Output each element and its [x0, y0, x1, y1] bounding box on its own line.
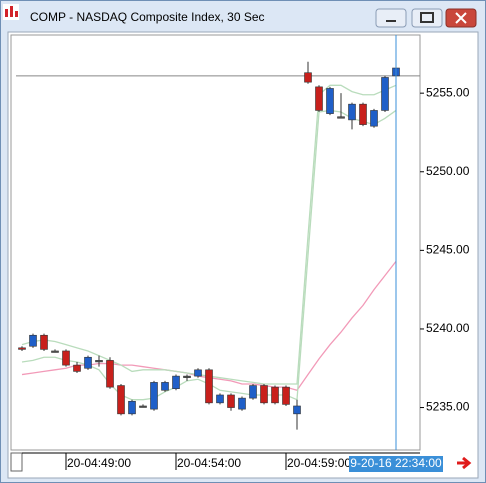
maximize-icon: [420, 12, 434, 23]
candle-body: [326, 88, 334, 114]
candle-body: [62, 350, 70, 366]
scroll-box[interactable]: [10, 452, 23, 472]
candle-body: [304, 72, 312, 83]
candle-body: [40, 334, 48, 350]
candle-body: [260, 385, 268, 404]
candle-body: [183, 375, 191, 378]
y-tick-label: 5245.00: [426, 243, 470, 257]
candle-body: [381, 77, 389, 111]
x-tick-label: 20-04:49:00: [67, 456, 131, 470]
candle-body: [73, 364, 81, 372]
candle-body: [282, 386, 290, 405]
scroll-right-arrow[interactable]: [457, 456, 472, 470]
minimize-button[interactable]: [375, 8, 407, 28]
candle-body: [84, 356, 92, 369]
app-icon-bar: [15, 11, 18, 17]
candle-body: [18, 347, 26, 350]
candle-body: [172, 375, 180, 389]
y-tick-label: 5250.00: [426, 164, 470, 178]
candle-body: [271, 386, 279, 404]
candle-body: [106, 360, 114, 388]
maximize-button[interactable]: [411, 8, 443, 28]
cursor-label-box: [349, 456, 443, 472]
candle-body: [117, 385, 125, 415]
candle-body: [359, 103, 367, 125]
y-tick-label: 5235.00: [426, 400, 470, 414]
close-icon: [455, 12, 467, 24]
candle-body: [348, 103, 356, 121]
app-icon-bar: [5, 9, 8, 17]
cursor-label: 9-20-16 22:34:00: [350, 456, 442, 470]
candle-body: [205, 369, 213, 404]
candle-body: [315, 86, 323, 111]
window-title: COMP - NASDAQ Composite Index, 30 Sec: [30, 10, 265, 24]
y-tick-label: 5255.00: [426, 85, 470, 99]
candle-body: [249, 385, 257, 399]
candle-body: [293, 405, 301, 415]
candle-body: [51, 350, 59, 353]
candle-body: [370, 110, 378, 127]
y-tick-label: 5240.00: [426, 321, 470, 335]
app-icon-bar: [10, 6, 13, 17]
candle-body: [29, 334, 37, 347]
plot: 5235.00 5240.00 5245.00 5250.00 5255.00 20-04…: [16, 35, 470, 472]
candle-body: [337, 116, 345, 119]
candle-body: [194, 369, 202, 377]
candle-body: [161, 382, 169, 391]
candle-body: [150, 382, 158, 410]
candle-body: [238, 397, 246, 410]
candle-body: [139, 405, 147, 408]
candle-body: [128, 400, 136, 415]
candle-body: [216, 394, 224, 404]
x-tick-label: 20-04:59:00: [287, 456, 351, 470]
x-tick-label: 20-04:54:00: [177, 456, 241, 470]
candle-body: [227, 394, 235, 408]
candle-body: [95, 360, 103, 363]
